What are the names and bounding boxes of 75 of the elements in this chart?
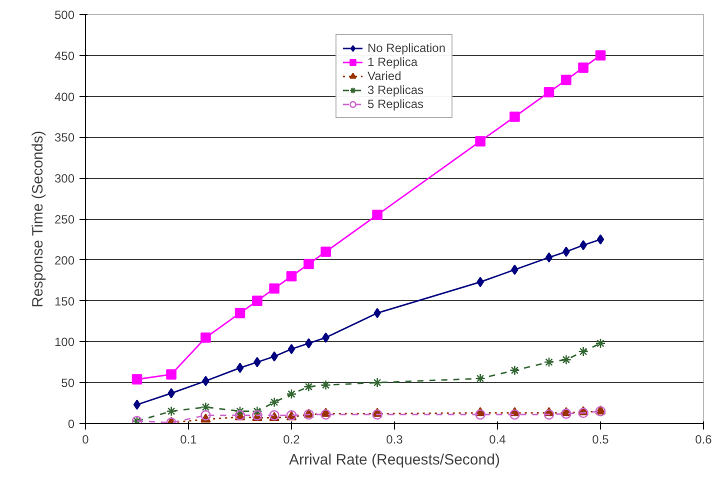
point — [475, 409, 486, 420]
point — [269, 283, 280, 294]
y-tick-label: 150 — [54, 294, 75, 308]
point — [320, 246, 331, 257]
point — [305, 338, 312, 348]
point — [133, 400, 141, 410]
legend-label: 5 Replicas — [367, 97, 424, 111]
point — [510, 112, 520, 122]
y-tick-label: 200 — [54, 253, 75, 268]
y-tick-label: 450 — [54, 48, 75, 63]
point — [252, 296, 262, 306]
point — [561, 74, 572, 86]
point — [578, 408, 588, 418]
y-tick-label: 250 — [54, 212, 75, 226]
point — [372, 409, 382, 420]
point — [578, 346, 588, 357]
legend-label: Varied — [367, 69, 402, 83]
point — [561, 408, 572, 419]
point — [200, 332, 211, 343]
point — [320, 380, 331, 390]
point — [595, 50, 606, 61]
y-axis-title: Response Time (Seconds) — [29, 130, 46, 308]
point — [132, 374, 142, 384]
legend-label: No Replication — [367, 41, 446, 55]
point — [269, 397, 280, 408]
point — [252, 406, 262, 416]
point — [545, 252, 553, 263]
y-tick-label: 500 — [54, 8, 75, 22]
x-tick-label: 0.4 — [489, 432, 506, 446]
point — [372, 377, 382, 388]
point — [544, 357, 554, 368]
point — [510, 409, 520, 420]
point — [511, 264, 518, 275]
point — [286, 271, 297, 282]
point — [166, 369, 176, 380]
point — [234, 308, 246, 318]
point — [580, 240, 587, 250]
point — [475, 373, 486, 384]
y-tick-label: 400 — [54, 90, 75, 104]
point — [320, 409, 331, 420]
point — [254, 357, 261, 368]
y-tick-label: 350 — [54, 130, 75, 145]
x-tick-label: 0.5 — [592, 432, 610, 446]
point — [596, 234, 604, 245]
point — [475, 136, 486, 146]
x-tick-label: 0.1 — [180, 432, 198, 446]
point — [168, 388, 175, 398]
point — [372, 210, 382, 220]
point — [304, 382, 314, 392]
y-tick-label: 100 — [54, 335, 75, 350]
x-axis-title: Arrival Rate (Requests/Second) — [289, 452, 500, 468]
point — [544, 409, 554, 420]
point — [286, 388, 297, 400]
y-tick-label: 50 — [61, 376, 75, 390]
x-tick-label: 0 — [82, 432, 90, 446]
legend-label: 3 Replicas — [367, 83, 424, 97]
point — [304, 258, 314, 270]
point — [200, 402, 211, 412]
point — [166, 406, 176, 416]
x-tick-label: 0.2 — [283, 432, 300, 446]
point — [561, 354, 572, 365]
x-tick-label: 0.3 — [386, 432, 404, 446]
point — [578, 62, 588, 73]
point — [562, 246, 570, 257]
legend-label: 1 Replica — [367, 55, 418, 69]
x-tick-label: 0.6 — [695, 432, 712, 446]
point — [510, 365, 520, 376]
point — [236, 362, 244, 374]
point — [200, 410, 211, 420]
point — [595, 338, 606, 348]
y-tick-label: 300 — [54, 172, 75, 186]
point — [288, 344, 296, 354]
point — [234, 406, 246, 416]
y-tick-label: 0 — [68, 417, 75, 431]
point — [544, 87, 554, 98]
